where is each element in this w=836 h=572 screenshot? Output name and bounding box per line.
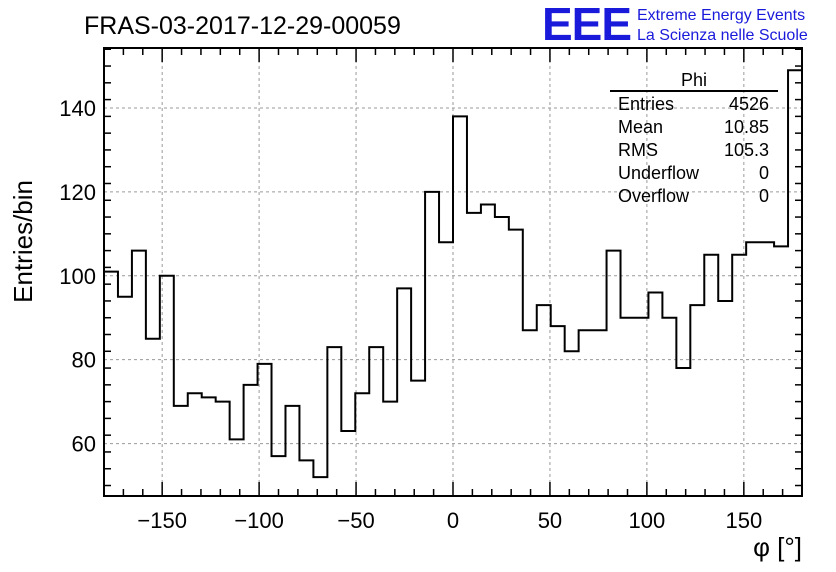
y-tick-label: 120 xyxy=(59,180,96,205)
stats-mean-label: Mean xyxy=(618,117,663,137)
stats-underflow-label: Underflow xyxy=(618,163,700,183)
stats-entries-label: Entries xyxy=(618,94,674,114)
stats-title: Phi xyxy=(681,70,707,90)
stats-rms-label: RMS xyxy=(618,140,658,160)
histogram-series xyxy=(104,69,802,479)
stats-overflow-value: 0 xyxy=(759,186,769,206)
stats-underflow-value: 0 xyxy=(759,163,769,183)
stats-box: Phi Entries 4526 Mean 10.85 RMS 105.3 Un… xyxy=(610,70,778,206)
stats-mean-value: 10.85 xyxy=(724,117,769,137)
stats-overflow-label: Overflow xyxy=(618,186,690,206)
eee-logo: EEE Extreme Energy Events La Scienza nel… xyxy=(542,0,808,50)
plot-frame xyxy=(103,47,803,497)
chart-title: FRAS-03-2017-12-29-00059 xyxy=(84,12,401,40)
x-axis-label: φ [°] xyxy=(753,532,802,562)
stats-rms-value: 105.3 xyxy=(724,140,769,160)
x-tick-label: −150 xyxy=(137,508,187,533)
y-tick-label: 80 xyxy=(72,348,96,373)
y-axis-ticks: 60 80 100 120 140 xyxy=(59,48,802,487)
stats-entries-value: 4526 xyxy=(729,94,769,114)
grid-lines xyxy=(104,48,802,496)
y-axis-label: Entries/bin xyxy=(8,180,38,303)
x-tick-label: 50 xyxy=(538,508,562,533)
x-tick-label: −50 xyxy=(337,508,374,533)
eee-logo-mark: EEE xyxy=(542,0,631,50)
eee-logo-line1: Extreme Energy Events xyxy=(637,7,805,24)
x-axis-ticks: −150 −100 −50 0 50 100 150 xyxy=(103,48,803,533)
x-tick-label: 0 xyxy=(447,508,459,533)
eee-logo-line2: La Scienza nelle Scuole xyxy=(637,27,808,44)
x-tick-label: 100 xyxy=(629,508,666,533)
y-tick-label: 140 xyxy=(59,96,96,121)
x-tick-label: 150 xyxy=(725,508,762,533)
y-tick-label: 60 xyxy=(72,432,96,457)
y-tick-label: 100 xyxy=(59,264,96,289)
x-tick-label: −100 xyxy=(234,508,284,533)
